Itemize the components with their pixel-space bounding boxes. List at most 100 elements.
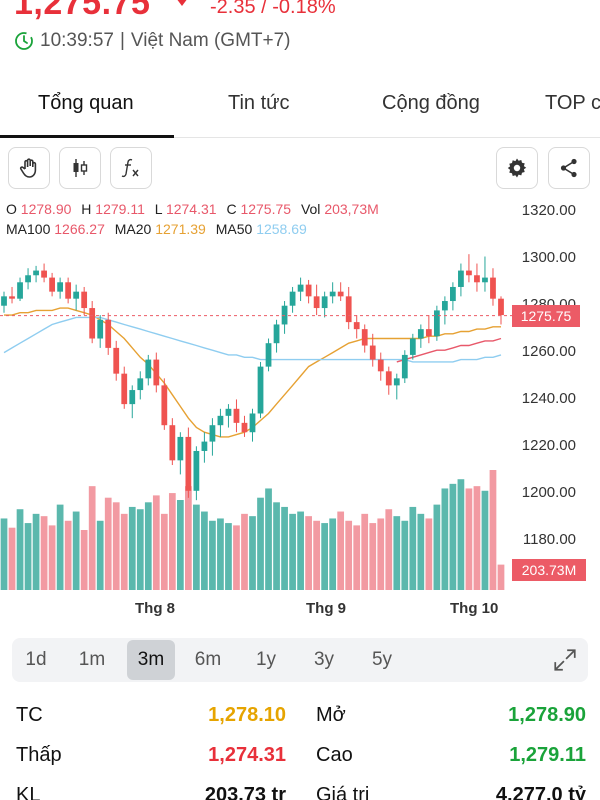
range-3y-button[interactable]: 3y <box>313 649 335 670</box>
volume-bar <box>481 490 489 590</box>
candle-body <box>377 359 384 372</box>
stat-label: Thấp <box>16 743 62 766</box>
volume-bar <box>0 518 8 590</box>
volume-bar <box>457 479 465 590</box>
y-tick-label: 1200.00 <box>521 484 576 501</box>
candle-body <box>65 282 72 299</box>
candle-body <box>217 415 224 426</box>
range-1m-button[interactable]: 1m <box>78 649 106 670</box>
ma20-label: MA20 <box>114 221 152 237</box>
volume-bar <box>8 527 16 590</box>
ma50-value: 1258.69 <box>256 221 307 237</box>
candle-body <box>33 270 39 276</box>
y-tick-label: 1180.00 <box>522 531 576 548</box>
candle-body <box>193 450 200 491</box>
tab-community[interactable]: Cộng đồng <box>382 92 480 114</box>
timezone-label: Việt Nam (GMT+7) <box>130 30 291 51</box>
crosshair-hand-button[interactable] <box>8 147 50 189</box>
candle-body <box>361 329 368 346</box>
down-arrow-icon <box>170 0 194 6</box>
high-label: H <box>81 201 92 217</box>
candle-body <box>385 371 392 386</box>
range-1y-button[interactable]: 1y <box>255 649 277 670</box>
candle-body <box>482 277 488 283</box>
stat-value: 1,279.11 <box>509 743 586 766</box>
time-separator: | <box>119 30 125 51</box>
price-chart[interactable]: O 1278.90 H 1279.11 L 1274.31 C 1275.75 … <box>0 195 600 625</box>
volume-bar <box>385 509 393 590</box>
range-5y-button[interactable]: 5y <box>371 649 393 670</box>
volume-bar <box>273 502 280 590</box>
time-row: 10:39:57 | Việt Nam (GMT+7) <box>14 30 291 52</box>
share-button[interactable] <box>548 147 590 189</box>
share-icon <box>560 158 577 178</box>
candle-body <box>329 291 336 297</box>
volume-bar <box>185 486 192 590</box>
indicator-button[interactable] <box>110 147 152 189</box>
candle-body <box>490 277 496 299</box>
y-tick-label: 1320.00 <box>521 202 576 219</box>
candle-body <box>369 345 376 360</box>
y-tick-label: 1220.00 <box>521 437 576 454</box>
volume-bar <box>225 523 232 590</box>
volume-bar <box>144 502 152 590</box>
range-1d-button[interactable]: 1d <box>25 649 47 670</box>
volume-bar <box>313 520 320 590</box>
candle-body <box>297 284 304 292</box>
candle-body <box>345 296 352 323</box>
volume-label: Vol <box>300 201 321 217</box>
chart-canvas[interactable] <box>0 195 600 625</box>
ma-legend: MA100 1266.27 MA20 1271.39 MA50 1258.69 <box>6 221 307 237</box>
candle-body <box>321 296 328 309</box>
volume-bar <box>297 511 304 590</box>
range-6m-button[interactable]: 6m <box>194 649 222 670</box>
candle-body <box>433 310 440 337</box>
quote-header: 1,275.75 -2.35 / -0.18% 10:39:57 | Việt … <box>0 0 600 70</box>
candle-body <box>337 291 344 297</box>
volume-bar <box>233 525 240 590</box>
candle-body <box>89 308 96 339</box>
volume-bar <box>48 525 56 590</box>
volume-bar <box>176 500 184 590</box>
ma-line-ma100 <box>396 337 502 363</box>
volume-bar <box>441 488 449 590</box>
volume-value: 203,73M <box>324 201 379 217</box>
candle-body <box>241 422 248 433</box>
candle-body <box>81 291 88 309</box>
candle-body <box>129 390 136 405</box>
volume-bar <box>241 513 248 590</box>
range-3m-button[interactable]: 3m <box>127 640 175 680</box>
candle-body <box>153 359 160 386</box>
candle-body <box>441 301 448 311</box>
volume-bar <box>32 513 40 590</box>
tab-top[interactable]: TOP c <box>545 92 600 114</box>
low-value: 1274.31 <box>165 201 217 217</box>
y-tick-label: 1300.00 <box>521 249 576 266</box>
stat-label: TC <box>16 703 43 726</box>
volume-bar <box>201 511 208 590</box>
volume-bar <box>96 520 104 590</box>
clock-icon <box>15 32 33 50</box>
volume-bar <box>64 520 72 590</box>
hand-pointer-icon <box>19 158 37 178</box>
tab-overview[interactable]: Tổng quan <box>38 92 134 114</box>
ma100-value: 1266.27 <box>54 221 105 237</box>
volume-bar <box>88 486 96 590</box>
candle-body <box>498 298 504 316</box>
volume-bar <box>489 470 497 590</box>
candle-body <box>73 291 80 299</box>
volume-bar <box>433 504 441 590</box>
ohlc-legend: O 1278.90 H 1279.11 L 1274.31 C 1275.75 … <box>6 201 385 217</box>
stat-high: Cao 1,279.11 <box>316 735 586 775</box>
volume-bar <box>465 488 473 590</box>
candle-body <box>9 296 15 299</box>
tab-news[interactable]: Tin tức <box>228 92 290 114</box>
volume-bar <box>353 525 361 590</box>
candle-body <box>450 286 456 302</box>
candle-type-button[interactable] <box>59 147 101 189</box>
candle-body <box>57 282 64 292</box>
chart-settings-button[interactable] <box>496 147 538 189</box>
fullscreen-icon[interactable] <box>552 647 578 673</box>
ma50-label: MA50 <box>215 221 253 237</box>
volume-bar <box>345 520 353 590</box>
